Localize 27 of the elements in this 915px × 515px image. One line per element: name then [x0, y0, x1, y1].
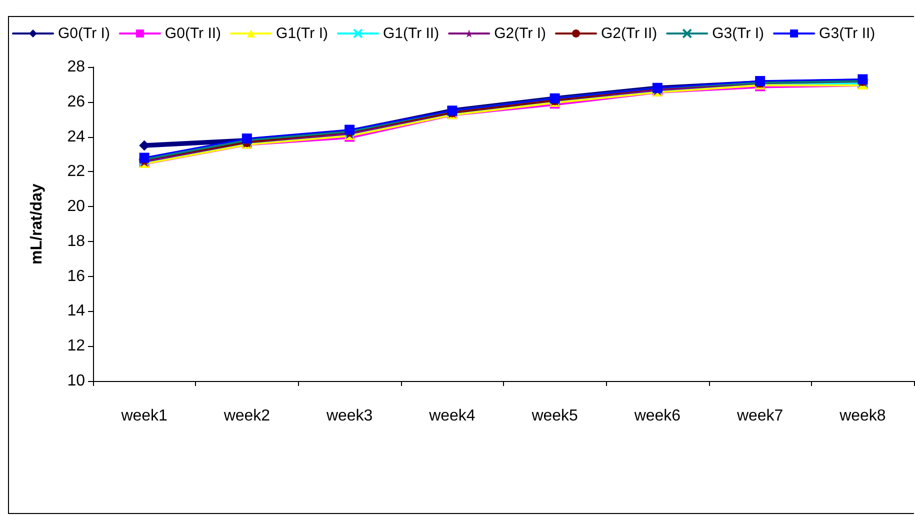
y-tick-label: 16 [67, 268, 86, 285]
y-tick-label: 22 [67, 163, 86, 180]
y-tick-label: 14 [67, 302, 86, 320]
x-tick-label: week4 [428, 408, 476, 424]
x-tick-label: week1 [120, 408, 168, 424]
legend-label: G2(Tr II) [601, 25, 658, 42]
y-tick-label: 20 [67, 198, 86, 216]
y-tick-label: 26 [67, 93, 86, 110]
y-tick-label: 18 [67, 232, 86, 250]
x-tick-label: week3 [325, 408, 373, 424]
legend-label: G0(Tr I) [58, 25, 110, 42]
x-tick-label: week7 [736, 408, 784, 424]
legend-label: G2(Tr I) [494, 25, 546, 42]
legend-label: G1(Tr II) [382, 25, 440, 42]
y-tick-label: 28 [67, 58, 86, 76]
x-tick-label: week5 [530, 408, 578, 424]
legend-label: G0(Tr II) [164, 25, 222, 42]
x-tick-label: week8 [838, 408, 886, 424]
y-tick-label: 24 [67, 128, 86, 146]
legend-label: G1(Tr I) [276, 25, 328, 42]
y-tick-label: 12 [67, 338, 86, 355]
x-tick-label: week6 [633, 408, 681, 424]
x-tick-label: week2 [222, 408, 270, 424]
y-axis-title: mL/rat/day [28, 183, 46, 264]
legend-label: G3(Tr II) [819, 25, 876, 42]
legend-label: G3(Tr I) [712, 25, 764, 42]
y-tick-label: 10 [67, 372, 86, 390]
